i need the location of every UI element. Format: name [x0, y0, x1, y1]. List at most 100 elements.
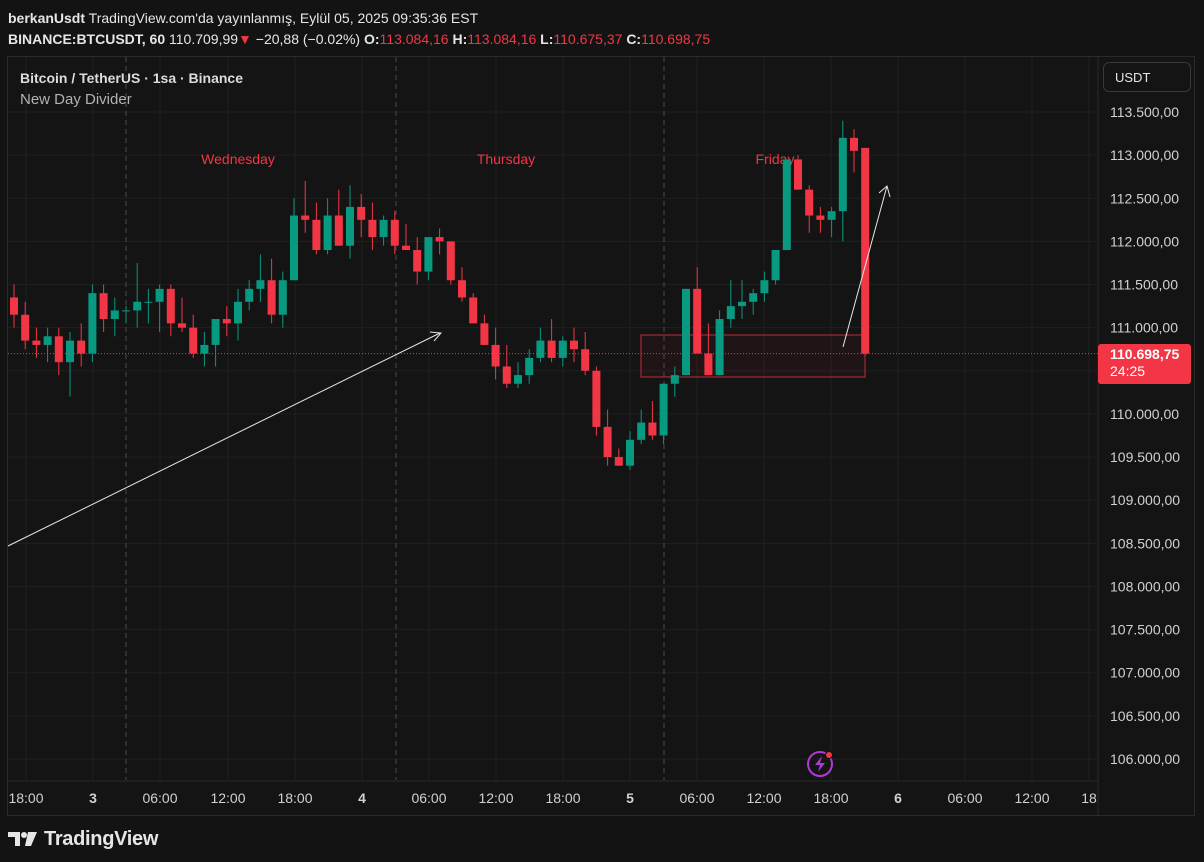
x-tick-label: 12:00 — [1014, 790, 1049, 806]
y-tick-label: 108.000,00 — [1110, 578, 1180, 594]
candle-body — [592, 370, 601, 427]
l-label: L: — [540, 31, 554, 47]
candle-body — [805, 189, 814, 216]
tradingview-logo-icon — [8, 832, 37, 846]
candle-body — [77, 340, 86, 354]
l-value: 110.675,37 — [553, 31, 623, 47]
candle-body — [278, 280, 287, 315]
candle-body — [222, 319, 231, 324]
candle-body — [178, 323, 186, 328]
candle-body — [424, 237, 433, 272]
candle-body — [189, 327, 198, 354]
chart-frame — [7, 56, 1195, 816]
y-tick-label: 106.500,00 — [1110, 708, 1180, 724]
candle-body — [558, 340, 567, 358]
c-label: C: — [626, 31, 642, 47]
publish-line: berkanUsdt TradingView.com'da yayınlanmı… — [8, 8, 1204, 29]
candle-body — [301, 215, 310, 220]
candle-body — [155, 288, 164, 302]
candle-body — [122, 310, 130, 312]
candle-body — [99, 293, 108, 320]
symbol-title[interactable]: Bitcoin / TetherUS · 1sa · Binance — [20, 70, 244, 86]
x-tick-label: 12:00 — [210, 790, 245, 806]
candle-body — [234, 301, 242, 324]
candle-body — [312, 219, 321, 251]
last-price-label: 110.698,75 — [1110, 346, 1180, 362]
x-tick-label: 18:00 — [277, 790, 312, 806]
brand-name: TradingView — [44, 827, 159, 850]
candle-body — [480, 323, 489, 345]
y-tick-label: 110.000,00 — [1110, 406, 1179, 422]
candle-body — [749, 293, 758, 302]
x-tick-label: 18 — [1081, 790, 1097, 806]
candle-body — [446, 241, 455, 281]
candle-body — [547, 340, 556, 358]
y-tick-label: 113.500,00 — [1110, 104, 1179, 120]
last-value: 110.709,99 — [169, 31, 239, 47]
candle-body — [357, 206, 366, 220]
candle-body — [379, 219, 388, 238]
publish-info: TradingView.com'da yayınlanmış, Eylül 05… — [88, 10, 479, 26]
y-tick-label: 112.000,00 — [1110, 233, 1179, 249]
candle-body — [682, 288, 690, 376]
candle-body — [491, 344, 500, 367]
candle-body — [435, 237, 444, 242]
candle-body — [782, 159, 791, 251]
candle-body — [245, 288, 254, 302]
last-price-tag: 110.698,75 24:25 — [1098, 344, 1191, 384]
candle-body — [704, 353, 713, 376]
header: berkanUsdt TradingView.com'da yayınlanmı… — [0, 0, 1204, 56]
candle-body — [256, 280, 265, 289]
candle-body — [290, 215, 298, 281]
candle-body — [536, 340, 545, 358]
bar-countdown: 24:25 — [1110, 363, 1146, 379]
candle-body — [525, 357, 534, 376]
candle-body — [603, 426, 612, 458]
candle-body — [816, 215, 825, 220]
candle-body — [726, 306, 735, 320]
h-label: H: — [452, 31, 468, 47]
lightning-icon[interactable] — [806, 750, 836, 780]
change-value: −20,88 (−0.02%) — [255, 31, 361, 47]
candle-body — [827, 211, 836, 220]
candle-body — [771, 250, 780, 281]
candle-body — [693, 288, 702, 354]
candle-body — [346, 206, 354, 246]
ohlc-line: BINANCE:BTCUSDT, 60 110.709,99▼ −20,88 (… — [8, 29, 1204, 50]
candle-body — [334, 215, 343, 246]
trend-arrow-line-1 — [7, 332, 441, 547]
candle-body — [368, 219, 377, 238]
day-label: Wednesday — [201, 151, 275, 167]
footer-logo[interactable]: TradingView — [8, 824, 158, 854]
down-triangle-icon: ▼ — [238, 31, 252, 47]
y-tick-label: 113.000,00 — [1110, 147, 1179, 163]
candle-body — [626, 439, 634, 466]
candle-body — [648, 422, 657, 436]
candle-body — [402, 245, 410, 251]
candle-body — [659, 383, 668, 436]
y-tick-label: 111.500,00 — [1110, 277, 1178, 293]
x-tick-label: 06:00 — [411, 790, 446, 806]
indicator-name[interactable]: New Day Divider — [20, 91, 132, 108]
candle-body — [32, 340, 41, 345]
y-tick-label: 112.500,00 — [1110, 190, 1179, 206]
candle-body — [200, 344, 209, 354]
x-tick-label: 18:00 — [813, 790, 848, 806]
candle-body — [66, 340, 74, 363]
c-value: 110.698,75 — [641, 31, 711, 47]
trend-arrow-head-2 — [878, 185, 891, 198]
currency-button[interactable]: USDT — [1103, 62, 1191, 92]
candle-body — [738, 301, 746, 307]
y-tick-label: 107.000,00 — [1110, 665, 1180, 681]
candle-body — [581, 349, 590, 371]
candle-body — [614, 457, 623, 466]
candle-body — [514, 375, 522, 384]
candle-body — [267, 280, 276, 315]
candle-body — [469, 297, 478, 324]
candle-body — [54, 336, 63, 363]
candle-body — [794, 159, 802, 190]
candle-body — [10, 297, 18, 315]
author[interactable]: berkanUsdt — [8, 10, 86, 26]
candle-body — [110, 310, 119, 320]
